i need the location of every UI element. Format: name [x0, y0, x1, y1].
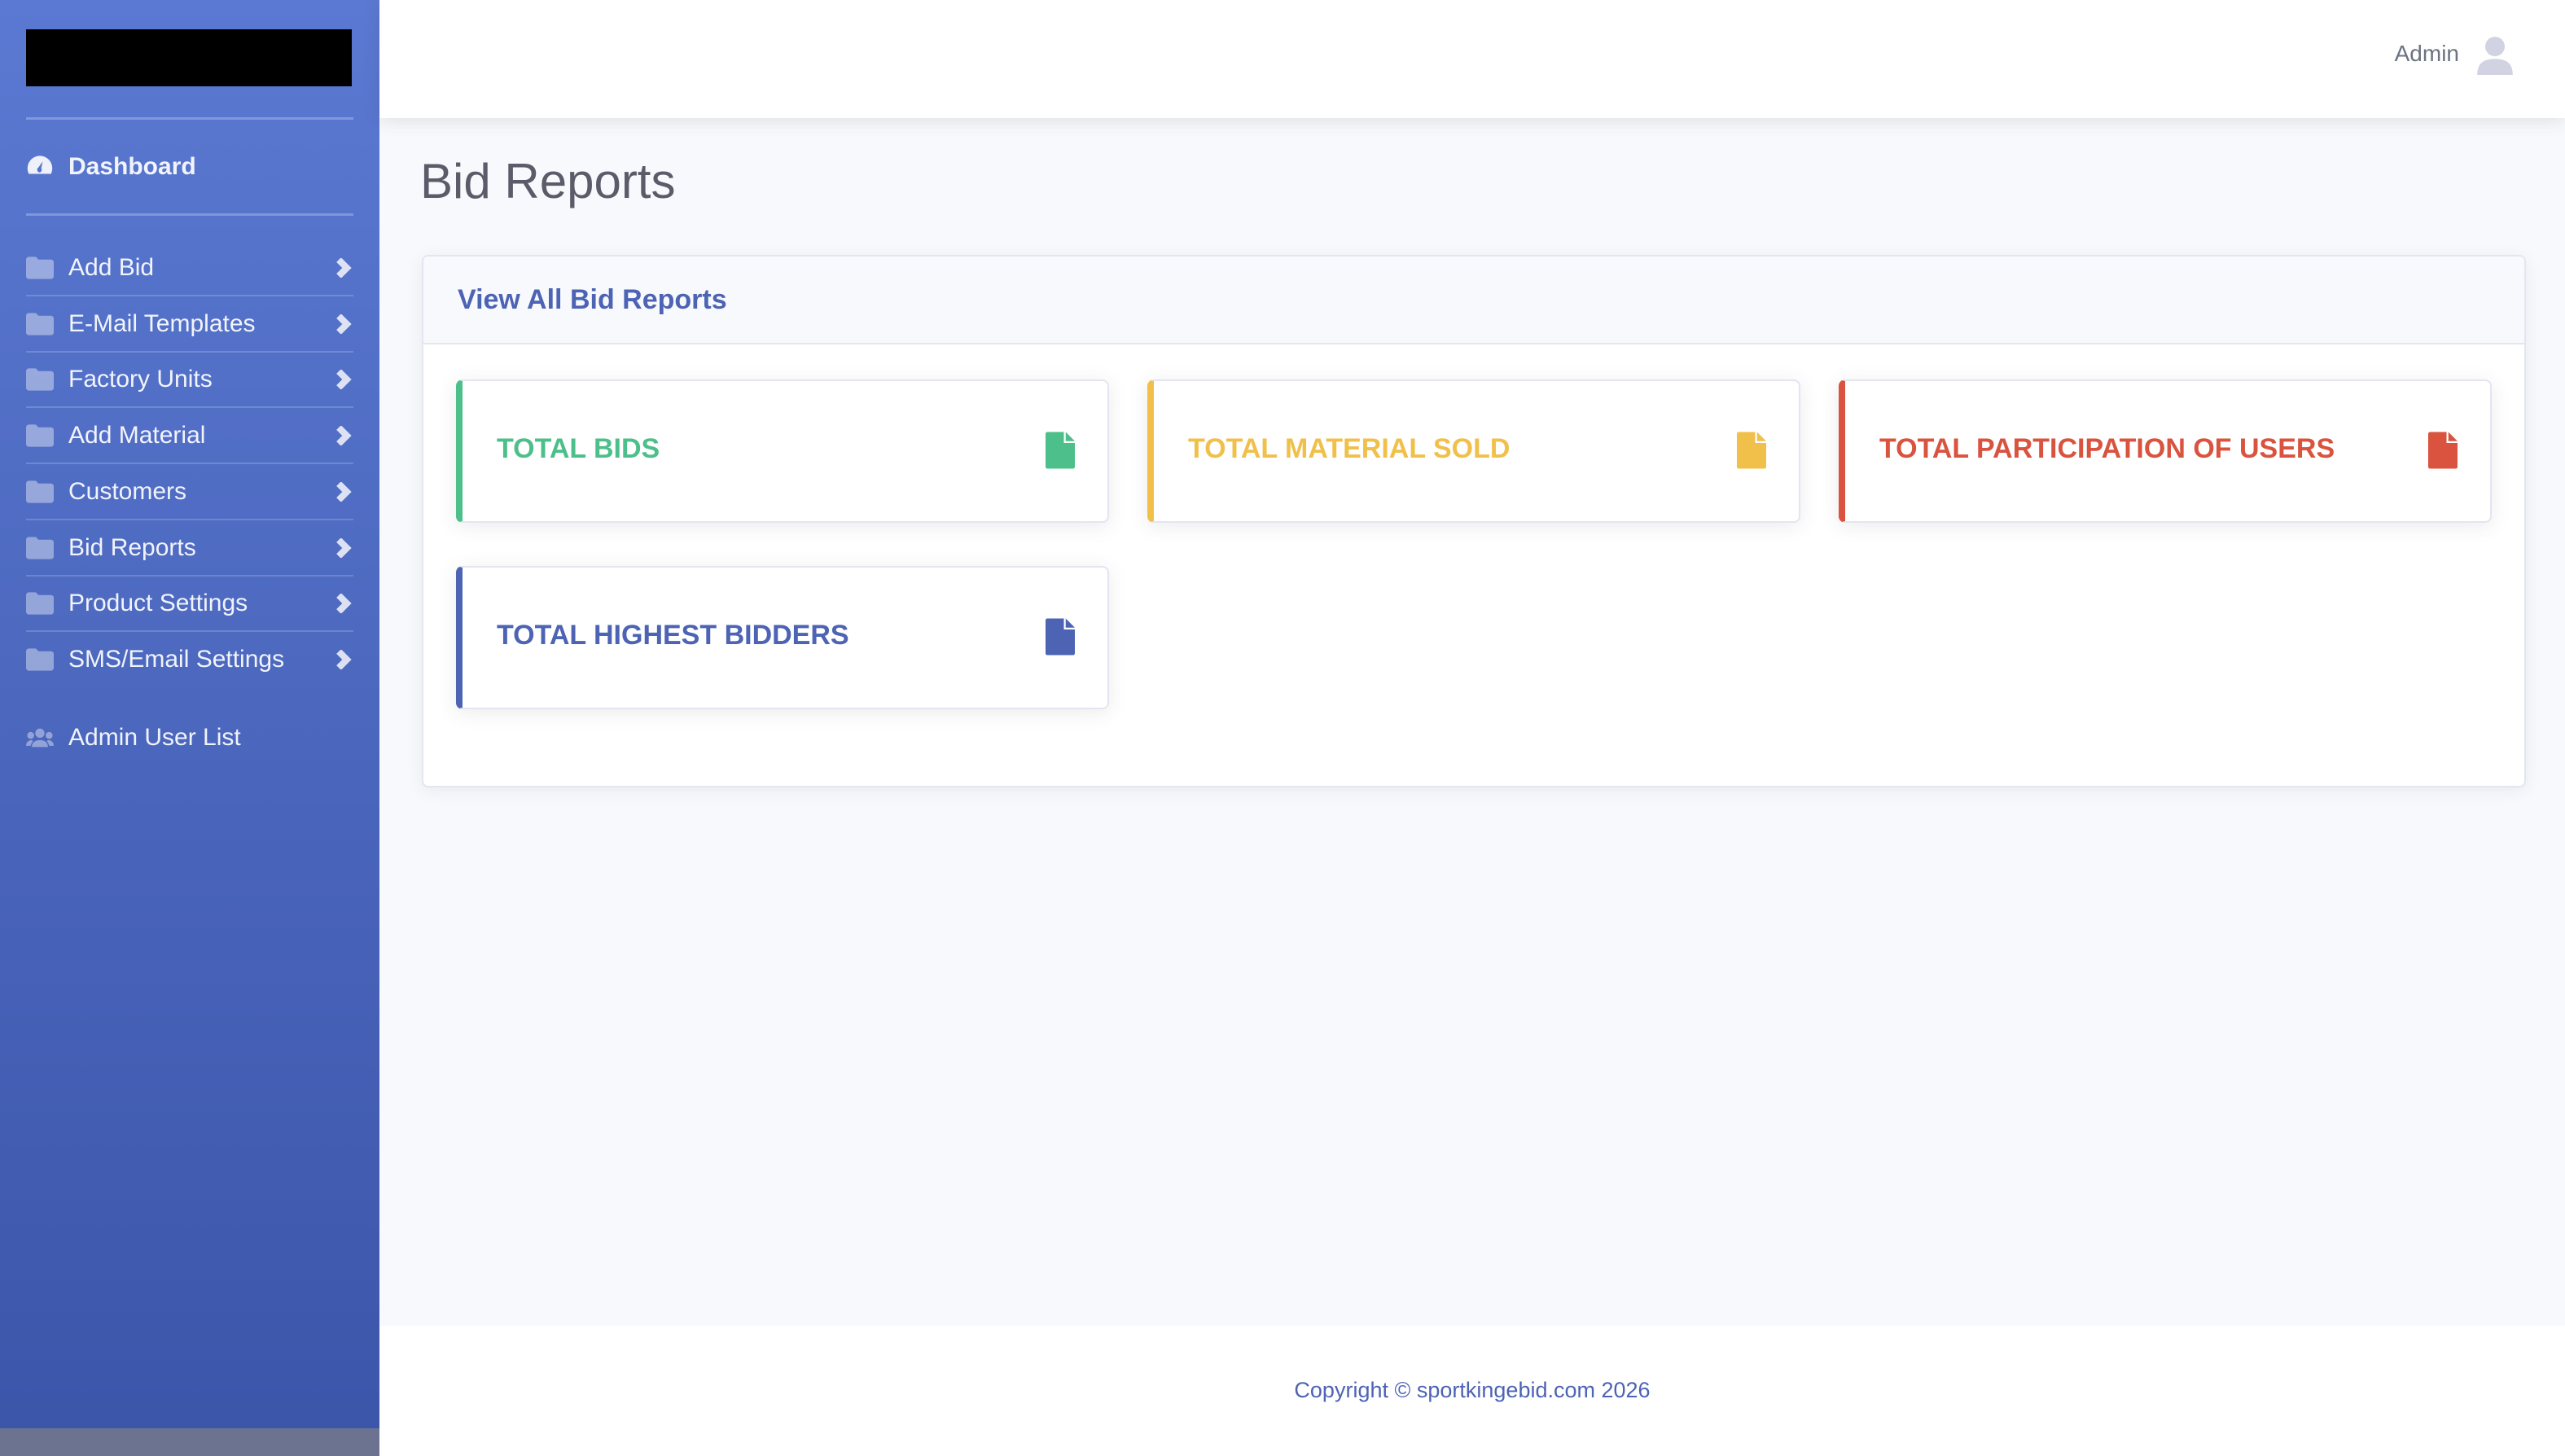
folder-icon: [26, 368, 54, 391]
divider: [26, 117, 353, 120]
topbar: Admin: [379, 0, 2565, 118]
nav-item[interactable]: SMS/Email Settings: [26, 633, 353, 686]
nav-divider: [26, 463, 353, 465]
nav-label: Customers: [68, 477, 187, 505]
stat-card[interactable]: TOTAL PARTICIPATION OF USERS: [1839, 379, 2492, 523]
file-icon: [1046, 618, 1075, 656]
nav-item[interactable]: Factory Units: [26, 353, 353, 406]
stat-card[interactable]: TOTAL MATERIAL SOLD: [1147, 379, 1800, 523]
nav-label: Admin User List: [68, 724, 241, 751]
user-name[interactable]: Admin: [2394, 41, 2459, 66]
scrollbar: [0, 1428, 379, 1456]
nav-divider: [26, 518, 353, 520]
nav-divider: [26, 295, 353, 296]
stat-label: TOTAL BIDS: [497, 433, 660, 464]
nav-label: Factory Units: [68, 366, 213, 393]
file-icon: [2428, 432, 2458, 469]
nav-label: Dashboard: [68, 153, 196, 180]
chevron: [336, 481, 352, 502]
user-avatar[interactable]: [2477, 36, 2513, 75]
nav-label: Bid Reports: [68, 533, 196, 561]
stat-card[interactable]: TOTAL HIGHEST BIDDERS: [456, 566, 1109, 709]
nav-label: SMS/Email Settings: [68, 645, 285, 673]
nav-label: Product Settings: [68, 590, 248, 617]
nav-label: E-Mail Templates: [68, 309, 256, 337]
nav-item[interactable]: Add Material: [26, 409, 353, 463]
nav-item[interactable]: Bid Reports: [26, 521, 353, 575]
chevron: [336, 649, 352, 669]
chevron: [336, 314, 352, 334]
chevron: [336, 258, 352, 278]
nav-label: Add Bid: [68, 254, 155, 281]
footer: Copyright © sportkingebid.com 2026: [379, 1326, 2565, 1456]
folder-icon: [26, 648, 54, 671]
folder-icon: [26, 257, 54, 279]
chevron: [336, 370, 352, 390]
chevron: [336, 426, 352, 446]
copyright: Copyright © sportkingebid.com 2026: [1294, 1378, 1651, 1402]
nav-divider: [26, 406, 353, 409]
nav-divider: [26, 630, 353, 633]
nav-item[interactable]: Product Settings: [26, 577, 353, 630]
stat-label: TOTAL PARTICIPATION OF USERS: [1879, 433, 2335, 464]
reports-card: View All Bid Reports TOTAL BIDS TOTAL MAT…: [422, 255, 2526, 787]
folder-icon: [26, 480, 54, 503]
nav-item[interactable]: E-Mail Templates: [26, 297, 353, 351]
chevron: [336, 594, 352, 614]
divider: [26, 213, 353, 216]
dashboard-icon: [27, 156, 53, 174]
stat-label: TOTAL HIGHEST BIDDERS: [497, 620, 849, 651]
stat-label: TOTAL MATERIAL SOLD: [1188, 433, 1510, 464]
sidebar: Dashboard Add Bid E-Mail Templates Factory…: [0, 0, 379, 1456]
folder-icon: [26, 536, 54, 559]
folder-icon: [26, 424, 54, 447]
users-icon: [26, 728, 54, 748]
nav-dashboard[interactable]: Dashboard: [26, 140, 353, 194]
card-header: View All Bid Reports: [423, 257, 2524, 344]
nav-item[interactable]: Add Bid: [26, 241, 353, 295]
file-icon: [1046, 432, 1075, 469]
nav-divider: [26, 350, 353, 353]
file-icon: [1737, 432, 1766, 469]
folder-icon: [26, 592, 54, 615]
page-title: Bid Reports: [420, 154, 676, 208]
stat-card[interactable]: TOTAL BIDS: [456, 379, 1109, 523]
brand-logo-redacted[interactable]: [26, 29, 352, 86]
nav-divider: [26, 574, 353, 577]
nav-admin-user-list[interactable]: Admin User List: [26, 711, 353, 765]
nav-item[interactable]: Customers: [26, 465, 353, 519]
chevron: [336, 537, 352, 558]
card-title: View All Bid Reports: [458, 284, 727, 315]
nav-label: Add Material: [68, 422, 206, 450]
folder-icon: [26, 313, 54, 335]
